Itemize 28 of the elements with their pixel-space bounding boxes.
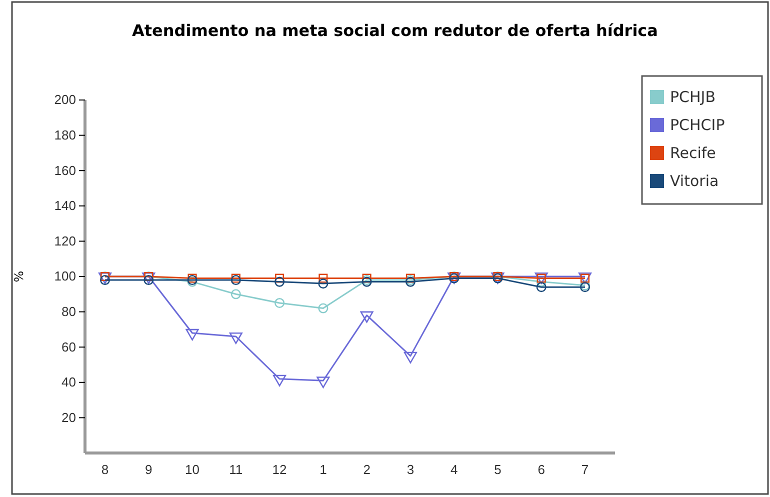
x-tick-label: 9 (145, 462, 152, 478)
x-tick-label: 6 (538, 462, 545, 478)
x-tick-label: 10 (185, 462, 200, 478)
x-tick-label: 1 (320, 462, 327, 478)
x-tick-label: 8 (101, 462, 109, 478)
y-tick-label: 20 (62, 410, 76, 425)
y-tick-label: 40 (62, 374, 76, 390)
y-tick-label: 200 (54, 92, 76, 108)
y-tick-label: 120 (54, 233, 76, 248)
y-tick-label: 80 (62, 304, 76, 319)
y-tick-label: 180 (54, 127, 76, 142)
x-tick-label: 11 (229, 462, 243, 478)
x-tick-label: 12 (272, 462, 287, 478)
chart-title: Atendimento na meta social com redutor de oferta hídrica (132, 21, 658, 40)
x-tick-label: 7 (581, 462, 589, 478)
legend-label: PCHJB (670, 88, 716, 106)
y-tick-label: 100 (54, 268, 76, 284)
x-tick-label: 4 (450, 462, 458, 478)
legend-label: Recife (670, 144, 716, 162)
y-tick-label: 160 (54, 162, 76, 178)
x-tick-label: 3 (406, 462, 414, 478)
y-tick-label: 60 (62, 339, 76, 354)
x-tick-label: 5 (494, 462, 502, 478)
y-axis-title: % (12, 270, 26, 282)
legend-label: Vitoria (670, 172, 719, 190)
legend-label: PCHCIP (670, 116, 725, 134)
x-tick-label: 2 (363, 462, 370, 478)
y-tick-label: 140 (54, 198, 76, 214)
